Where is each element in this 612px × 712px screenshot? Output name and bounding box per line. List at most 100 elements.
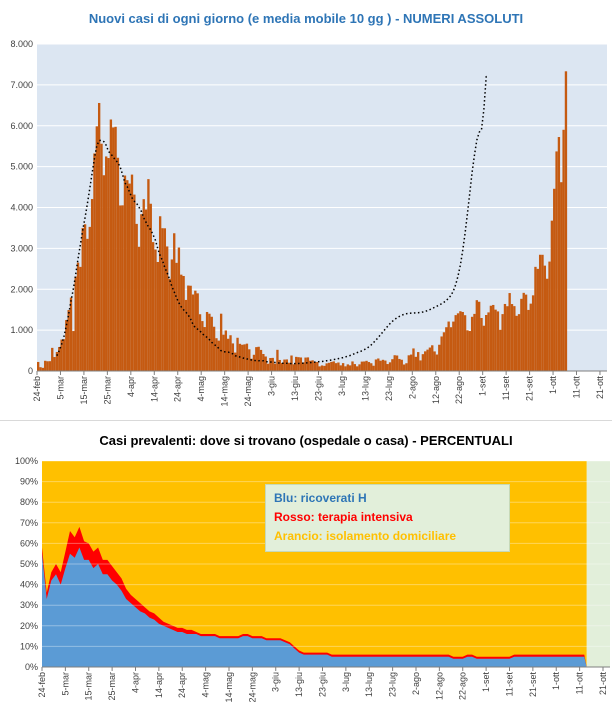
x-tick-label: 11-set <box>504 672 514 697</box>
x-tick-label: 4-mag <box>196 376 206 402</box>
y-tick-label: 60% <box>20 538 38 548</box>
bar <box>243 344 246 371</box>
bar <box>447 321 450 371</box>
bar <box>53 357 56 371</box>
bar <box>163 228 167 371</box>
bar <box>492 304 495 371</box>
bar <box>123 175 127 371</box>
y-tick-label: 20% <box>20 621 38 631</box>
bar <box>37 361 40 371</box>
bar <box>234 352 237 371</box>
bar <box>198 314 202 371</box>
bar <box>456 313 460 371</box>
bar <box>313 361 317 371</box>
bar <box>459 311 462 371</box>
bar <box>245 343 249 371</box>
bar <box>379 360 382 371</box>
x-tick-label: 25-mar <box>102 376 112 405</box>
x-tick-label: 24-feb <box>37 672 47 698</box>
bar <box>126 180 129 371</box>
bar <box>449 327 453 371</box>
bar <box>259 349 263 371</box>
bar <box>74 276 77 371</box>
bar <box>377 358 380 371</box>
bar <box>170 259 174 371</box>
bar <box>555 151 558 371</box>
bar <box>154 249 157 371</box>
bar <box>97 102 101 371</box>
x-tick-label: 14-apr <box>149 376 159 402</box>
x-tick-label: 14-apr <box>154 672 164 698</box>
y-tick-label: 6.000 <box>10 121 33 131</box>
bar <box>191 294 195 371</box>
x-tick-label: 13-lug <box>360 376 370 401</box>
bar <box>128 183 131 371</box>
bar <box>287 362 291 371</box>
bar <box>517 314 521 371</box>
y-tick-label: 5.000 <box>10 162 33 172</box>
bottom-chart-panel: Casi prevalenti: dove si trovano (ospeda… <box>0 420 612 712</box>
bar <box>173 233 176 371</box>
bar <box>320 365 324 371</box>
bar <box>41 367 45 371</box>
x-tick-label: 2-ago <box>407 376 417 399</box>
bar <box>168 278 171 371</box>
bar <box>468 331 471 371</box>
bar <box>222 334 225 371</box>
bar <box>114 126 117 372</box>
bar <box>480 317 483 371</box>
bar <box>65 320 68 371</box>
bar <box>564 71 568 371</box>
bar <box>461 311 464 371</box>
bar <box>252 354 256 371</box>
bar <box>285 359 288 371</box>
x-tick-label: 24-mag <box>243 376 253 407</box>
y-tick-label: 0% <box>25 662 38 672</box>
y-tick-label: 3.000 <box>10 243 33 253</box>
bar <box>227 338 230 371</box>
bar <box>189 285 192 371</box>
bar <box>496 311 500 371</box>
bar <box>395 355 399 371</box>
x-tick-label: 15-mar <box>79 376 89 405</box>
x-tick-label: 4-apr <box>130 672 140 693</box>
y-tick-label: 80% <box>20 497 38 507</box>
bar <box>339 365 342 371</box>
x-tick-label: 24-mag <box>247 672 257 703</box>
bar <box>177 247 181 371</box>
bar <box>76 262 80 371</box>
bar <box>393 355 396 371</box>
x-tick-label: 12-ago <box>434 672 444 700</box>
bar <box>445 327 448 371</box>
bar <box>121 205 124 371</box>
bar <box>302 362 305 371</box>
bar <box>46 361 49 371</box>
bar <box>147 179 150 371</box>
bar <box>100 143 103 371</box>
bar <box>524 294 528 371</box>
bar <box>365 360 368 371</box>
bar <box>370 363 373 371</box>
bar <box>414 356 417 371</box>
y-tick-label: 70% <box>20 518 38 528</box>
bar <box>39 367 42 371</box>
bar <box>372 365 375 371</box>
bar <box>384 360 387 371</box>
bar <box>463 315 467 371</box>
bar <box>140 214 143 371</box>
bar <box>231 343 235 371</box>
bar <box>299 357 303 371</box>
bar <box>513 306 516 371</box>
area-intensive <box>42 526 587 667</box>
bar <box>224 330 227 371</box>
bar <box>88 226 91 371</box>
bar <box>334 363 338 371</box>
x-tick-label: 13-lug <box>364 672 374 697</box>
bar <box>482 325 486 371</box>
bar <box>72 331 75 371</box>
bar <box>90 199 94 371</box>
x-tick-label: 21-set <box>525 376 535 402</box>
bar <box>95 126 98 371</box>
bar <box>501 314 504 371</box>
x-tick-label: 11-ott <box>575 672 585 695</box>
